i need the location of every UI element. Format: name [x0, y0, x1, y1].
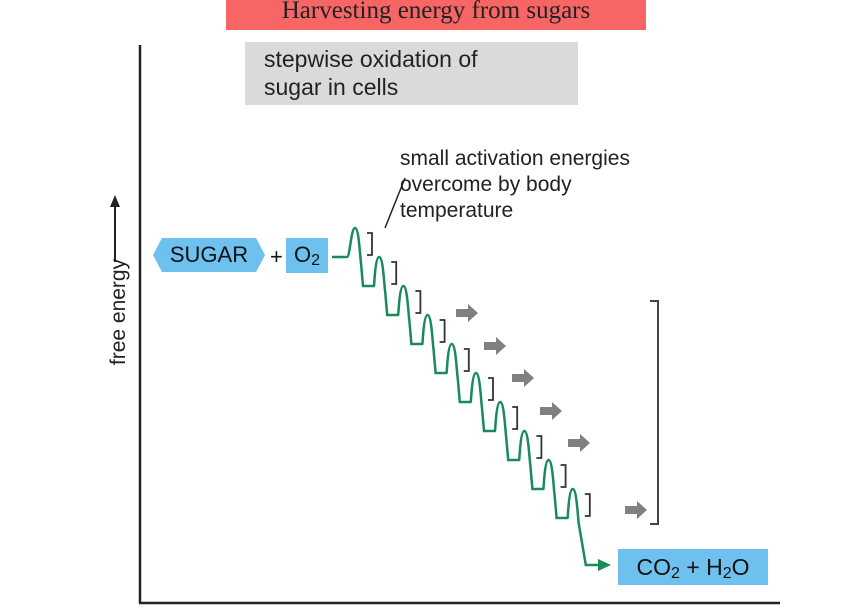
header-line-1: stepwise oxidation of [264, 46, 478, 72]
activation-bracket [488, 377, 494, 401]
activation-bracket [463, 348, 470, 372]
energy-release-arrow-icon [625, 501, 647, 519]
annotation-line-3: temperature [400, 199, 514, 222]
y-axis-arrow-icon [110, 195, 120, 262]
energy-release-arrow-icon [484, 337, 506, 355]
overall-bracket [650, 300, 659, 525]
annotation-line-1: small activation energies [400, 147, 630, 170]
co-text: CO [636, 554, 671, 580]
header-line-2: sugar in cells [264, 74, 399, 100]
co2-subscript: 2 [670, 565, 680, 582]
oxidation-pathway-line [332, 226, 600, 567]
activation-annotation: small activation energies overcome by bo… [400, 146, 630, 224]
activation-bracket [512, 406, 519, 430]
o-text: O [731, 554, 750, 580]
h2-subscript: 2 [722, 565, 732, 582]
products-label: CO2 + H2O [618, 549, 768, 585]
y-axis-label: free energy [107, 258, 130, 366]
energy-release-arrow-icon [512, 369, 534, 387]
activation-bracket [439, 319, 446, 343]
activation-bracket [367, 232, 373, 256]
energy-release-arrow-icon [456, 304, 478, 322]
o2-subscript: 2 [311, 252, 321, 269]
plus-h-text: + H [679, 554, 723, 580]
energy-release-arrow-icon [540, 402, 562, 420]
header-box: stepwise oxidation of sugar in cells [245, 42, 578, 105]
activation-bracket [415, 290, 422, 314]
plus-sign: + [270, 244, 283, 269]
o2-base: O [293, 242, 312, 267]
activation-bracket [391, 261, 398, 285]
oxygen-label: O2 [286, 238, 328, 273]
sugar-label: SUGAR [153, 238, 265, 272]
activation-bracket [560, 464, 567, 488]
activation-bracket [584, 493, 591, 517]
pathway-arrowhead-icon [598, 559, 611, 571]
annotation-line-2: overcome by body [400, 173, 572, 196]
activation-bracket [536, 435, 543, 459]
annotation-leader-line [384, 177, 406, 229]
energy-release-arrow-icon [568, 434, 590, 452]
slide-title: Harvesting energy from sugars [226, 0, 646, 30]
